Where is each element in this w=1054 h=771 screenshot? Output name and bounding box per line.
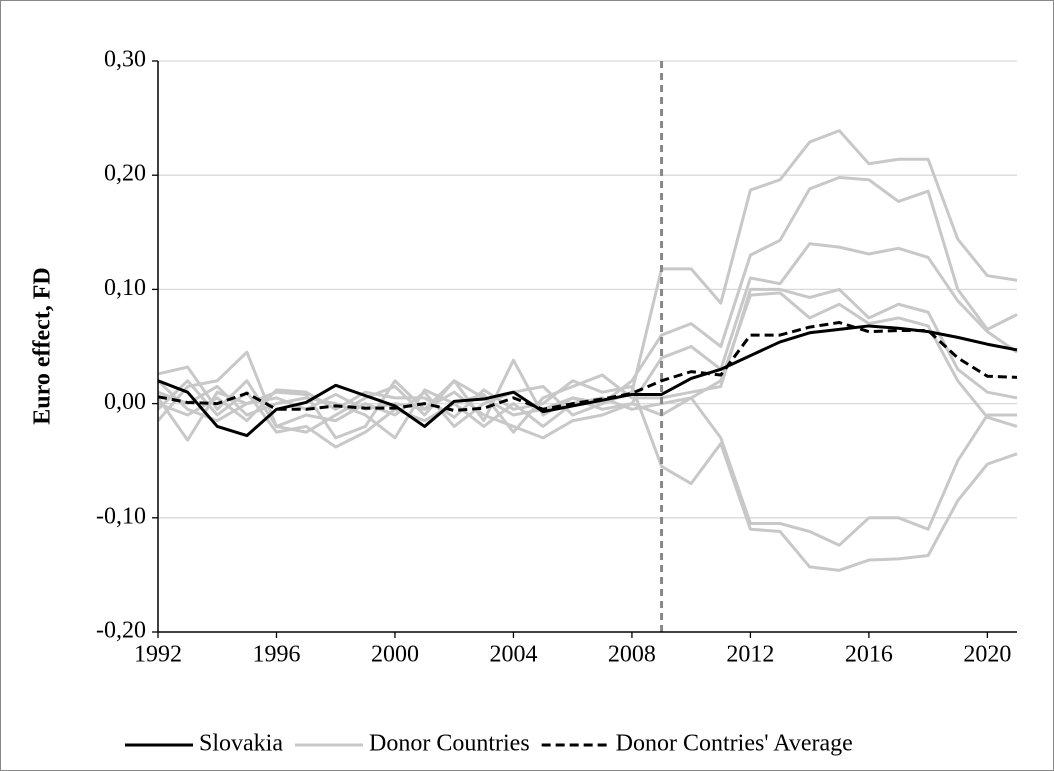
legend-label: Donor Countries bbox=[369, 731, 530, 757]
x-tick-label: 2000 bbox=[371, 642, 419, 668]
x-tick-label: 1992 bbox=[134, 642, 182, 668]
series-line bbox=[157, 321, 1018, 412]
x-tick-label: 2020 bbox=[963, 642, 1011, 668]
x-tick-label: 2016 bbox=[845, 642, 893, 668]
series-line bbox=[157, 379, 1018, 572]
legend-label: Donor Contries' Average bbox=[616, 731, 853, 757]
x-tick-label: 2012 bbox=[726, 642, 774, 668]
x-tick-label: 1996 bbox=[252, 642, 300, 668]
y-tick-label: 0,10 bbox=[104, 275, 146, 301]
y-tick-label: 0,00 bbox=[104, 389, 146, 415]
x-tick-label: 2008 bbox=[608, 642, 656, 668]
y-tick-label: -0,20 bbox=[96, 618, 146, 644]
legend-label: Slovakia bbox=[199, 731, 283, 757]
series-line bbox=[157, 287, 1018, 440]
series-line bbox=[156, 175, 1018, 428]
y-tick-label: 0,20 bbox=[104, 161, 146, 187]
y-axis-title: Euro effect, FD bbox=[30, 267, 56, 425]
series-line bbox=[157, 324, 1018, 438]
x-tick-label: 2004 bbox=[489, 642, 537, 668]
y-tick-label: 0,30 bbox=[104, 47, 146, 73]
series-line bbox=[156, 242, 1018, 442]
y-tick-label: -0,10 bbox=[96, 503, 146, 529]
